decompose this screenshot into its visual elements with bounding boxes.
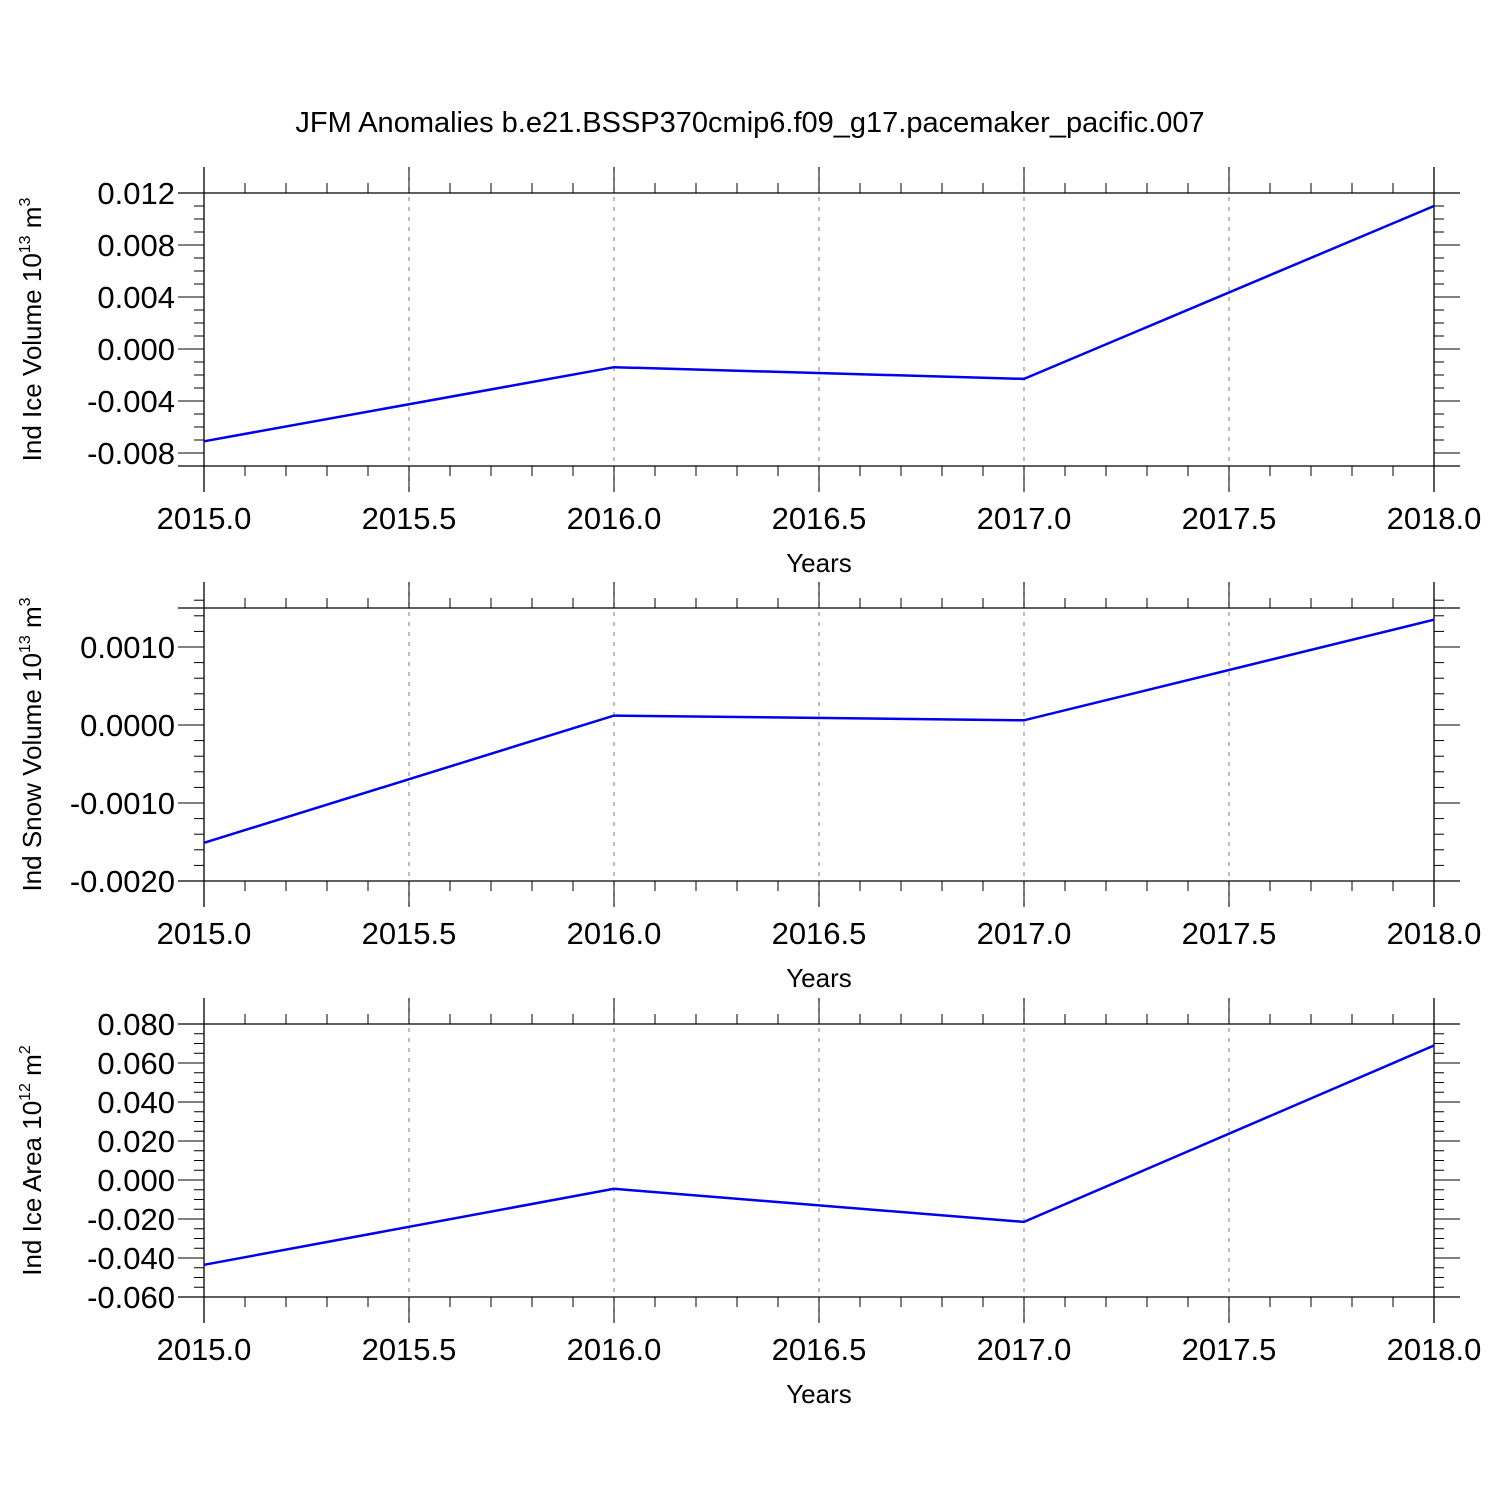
y-tick-label: 0.060 [97,1046,175,1081]
y-axis-title: Ind Ice Area 1012 m2 [17,1045,47,1276]
x-tick-label: 2016.5 [772,1332,867,1367]
x-tick-label: 2015.0 [157,501,252,536]
series-line [203,1044,1435,1267]
panel-1: 2015.0 2015.5 2016.0 2016.5 2017.0 2017.5 2018… [17,167,1481,578]
x-tick-label: 2015.5 [362,501,457,536]
x-tick-label: 2017.0 [977,916,1072,951]
x-tick-label: 2016.5 [772,916,867,951]
x-tick-label: 2017.0 [977,501,1072,536]
x-tick-label: 2017.5 [1182,916,1277,951]
x-tick-label: 2017.5 [1182,1332,1277,1367]
y-axis-title: Ind Snow Volume 1013 m3 [17,597,47,891]
x-tick-label: 2016.0 [567,501,662,536]
y-tick-label: 0.080 [97,1007,175,1042]
y-tick-label: -0.040 [87,1241,175,1276]
y-tick-label: 0.004 [97,280,175,315]
x-tick-label: 2017.0 [977,1332,1072,1367]
y-tick-label: 0.020 [97,1124,175,1159]
y-tick-label: -0.0020 [70,864,175,899]
x-tick-label: 2016.0 [567,1332,662,1367]
y-tick-label: 0.0010 [80,630,175,665]
y-tick-label: 0.000 [97,1163,175,1198]
figure-title: JFM Anomalies b.e21.BSSP370cmip6.f09_g17… [295,107,1204,139]
series-line [203,204,1435,443]
x-tick-label: 2018.0 [1387,1332,1482,1367]
y-tick-label: 0.008 [97,228,175,263]
panel-2: 2015.0 2015.5 2016.0 2016.5 2017.0 2017.5 2018… [17,582,1481,993]
x-tick-label: 2015.0 [157,916,252,951]
y-tick-label: -0.004 [87,384,175,419]
y-tick-label: 0.040 [97,1085,175,1120]
panels: 2015.0 2015.5 2016.0 2016.5 2017.0 2017.5 2018… [17,167,1481,1409]
y-tick-label: 0.0000 [80,708,175,743]
y-tick-label: -0.0010 [70,786,175,821]
x-tick-label: 2016.5 [772,501,867,536]
y-tick-label: -0.060 [87,1280,175,1315]
x-axis-title: Years [786,548,852,578]
y-tick-label: 0.000 [97,332,175,367]
x-tick-label: 2016.0 [567,916,662,951]
y-tick-label: 0.012 [97,176,175,211]
x-tick-label: 2015.5 [362,1332,457,1367]
x-tick-label: 2015.0 [157,1332,252,1367]
y-tick-label: -0.020 [87,1202,175,1237]
x-tick-label: 2018.0 [1387,916,1482,951]
x-tick-label: 2017.5 [1182,501,1277,536]
x-axis-title: Years [786,1379,852,1409]
x-axis-title: Years [786,963,852,993]
panel-3: 2015.0 2015.5 2016.0 2016.5 2017.0 2017.5 2018… [17,998,1481,1409]
y-axis-title: Ind Ice Volume 1013 m3 [17,198,47,462]
x-tick-label: 2018.0 [1387,501,1482,536]
series-line [203,618,1435,844]
y-tick-label: -0.008 [87,436,175,471]
x-tick-label: 2015.5 [362,916,457,951]
